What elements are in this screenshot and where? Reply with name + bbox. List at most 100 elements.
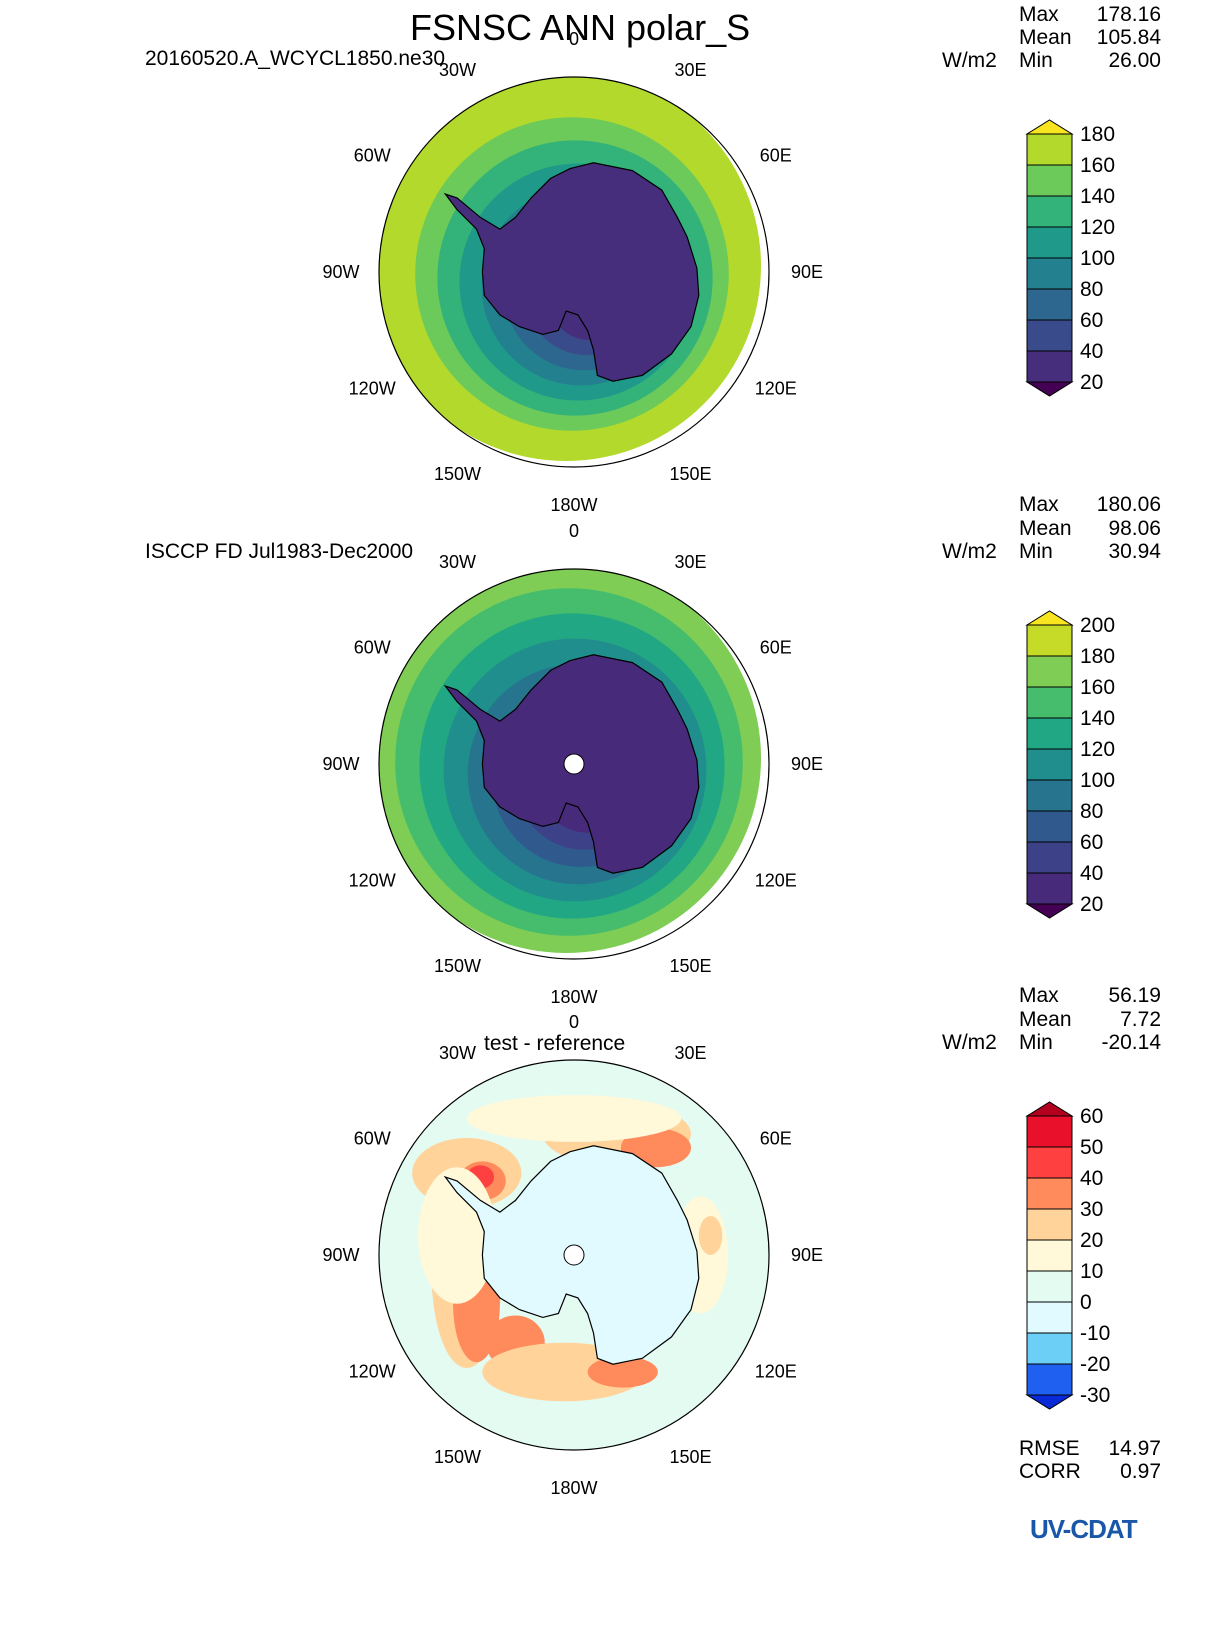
colorbar-box (1026, 1301, 1073, 1334)
colorbar-tick-label: 80 (1080, 278, 1103, 301)
colorbar-under-arrow (1025, 903, 1074, 919)
panel-1-case-label: 20160520.A_WCYCL1850.ne30 (145, 47, 446, 70)
colorbar-tick-label: 200 (1080, 614, 1115, 637)
colorbar-tick-label: -30 (1080, 1384, 1110, 1407)
panel-3-min-value: -20.14 (1101, 1031, 1161, 1054)
colorbar-tick-label: 30 (1080, 1198, 1103, 1221)
polar-map-difference: 0 30E 60E 90E 120E 150E 180W 150W 120W 90W 60W 30W (322, 1012, 823, 1498)
longitude-label: 30W (439, 1043, 476, 1063)
colorbar-box (1026, 717, 1073, 750)
longitude-label: 90E (791, 262, 823, 282)
longitude-label: 150E (669, 1447, 711, 1467)
longitude-label: 150W (434, 956, 481, 976)
longitude-label: 120W (349, 379, 396, 399)
colorbar-tick-label: 0 (1080, 1291, 1092, 1314)
colorbar-tick-label: 80 (1080, 800, 1103, 823)
panel-2-max-label: Max (1019, 493, 1059, 516)
colorbar-box (1026, 779, 1073, 812)
colorbar-tick-label: 20 (1080, 1229, 1103, 1252)
polar-map-reference: 0 30E 60E 90E 120E 150E 180W 150W 120W 90W 60W 30W (322, 521, 823, 1007)
longitude-label: 60E (760, 146, 792, 166)
colorbar-over-arrow (1025, 119, 1074, 135)
panel-1-min-value: 26.00 (1108, 49, 1161, 72)
colorbar-tick-label: 140 (1080, 185, 1115, 208)
longitude-label: 60W (354, 638, 391, 658)
colorbar-box (1026, 350, 1073, 383)
panel-1-max-value: 178.16 (1096, 3, 1161, 26)
colorbar-tick-label: 120 (1080, 216, 1115, 239)
panel-3-min-label: Min (1019, 1031, 1053, 1054)
colorbar-box (1026, 1239, 1073, 1272)
panel-3-max-label: Max (1019, 984, 1059, 1007)
longitude-label: 90W (322, 754, 359, 774)
map-boundary (378, 568, 770, 960)
colorbar-tick-label: 100 (1080, 247, 1115, 270)
panel-1-max-label: Max (1019, 3, 1059, 26)
rmse-value: 14.97 (1108, 1437, 1161, 1460)
colorbar-tick-label: 160 (1080, 154, 1115, 177)
longitude-label: 90W (322, 1245, 359, 1265)
longitude-label: 180W (550, 987, 597, 1007)
colorbar-tick-label: 60 (1080, 1105, 1103, 1128)
colorbar-tick-label: 60 (1080, 831, 1103, 854)
anomaly-patch (466, 1095, 682, 1142)
colorbar-box (1026, 257, 1073, 290)
colorbar-tick-label: 40 (1080, 340, 1103, 363)
longitude-label: 90E (791, 1245, 823, 1265)
logo-text: UV-CDAT (1030, 1514, 1138, 1544)
panel-2-mean-value: 98.06 (1108, 517, 1161, 540)
longitude-label: 30W (439, 60, 476, 80)
colorbar-box (1026, 686, 1073, 719)
panel-2-min-label: Min (1019, 540, 1053, 563)
panel-3-units: W/m2 (942, 1031, 997, 1054)
colorbar-test: 180 160 140 120 100 80 60 40 20 (1025, 119, 1115, 397)
colorbar-over-arrow (1025, 610, 1074, 626)
map-boundary (378, 76, 770, 468)
colorbar-difference: 60 50 40 30 20 10 0 -10 -20 -30 (1025, 1101, 1110, 1410)
colorbar-box (1026, 164, 1073, 197)
colorbar-box (1026, 133, 1073, 166)
colorbar-tick-label: -10 (1080, 1322, 1110, 1345)
pole-missing-data (563, 753, 585, 775)
longitude-label: 150W (434, 1447, 481, 1467)
colorbar-tick-label: 120 (1080, 738, 1115, 761)
colorbar-box (1026, 1270, 1073, 1303)
colorbar-box (1026, 1177, 1073, 1210)
corr-value: 0.97 (1120, 1460, 1161, 1483)
colorbar-box (1026, 1208, 1073, 1241)
longitude-label: 0 (569, 521, 579, 541)
panel-2-units: W/m2 (942, 540, 997, 563)
colorbar-tick-label: 100 (1080, 769, 1115, 792)
colorbar-box (1026, 655, 1073, 688)
longitude-label: 120W (349, 1362, 396, 1382)
longitude-label: 30E (674, 60, 706, 80)
longitude-label: 120E (755, 379, 797, 399)
longitude-label: 180W (550, 495, 597, 515)
panel-3-mean-value: 7.72 (1120, 1008, 1161, 1031)
colorbar-tick-label: 140 (1080, 707, 1115, 730)
longitude-label: 30E (674, 1043, 706, 1063)
colorbar-tick-label: 60 (1080, 309, 1103, 332)
colorbar-under-arrow (1025, 381, 1074, 397)
longitude-label: 90W (322, 262, 359, 282)
colorbar-box (1026, 319, 1073, 352)
anomaly-patch (698, 1216, 723, 1255)
panel-2-obs-label: ISCCP FD Jul1983-Dec2000 (145, 540, 414, 563)
colorbar-box (1026, 226, 1073, 259)
panel-1-mean-value: 105.84 (1096, 26, 1161, 49)
colorbar-box (1026, 1146, 1073, 1179)
colorbar-box (1026, 195, 1073, 228)
longitude-label: 60E (760, 638, 792, 658)
panel-3-mean-label: Mean (1019, 1008, 1072, 1031)
longitude-label: 60W (354, 146, 391, 166)
panel-3-diff-label: test - reference (484, 1032, 626, 1055)
colorbar-tick-label: 180 (1080, 123, 1115, 146)
uvcdat-logo: UV-CDAT (1030, 1514, 1138, 1545)
colorbar-box (1026, 288, 1073, 321)
longitude-label: 90E (791, 754, 823, 774)
colorbar-box (1026, 1115, 1073, 1148)
longitude-label: 0 (569, 1012, 579, 1032)
colorbar-tick-label: 40 (1080, 862, 1103, 885)
colorbar-tick-label: 10 (1080, 1260, 1103, 1283)
